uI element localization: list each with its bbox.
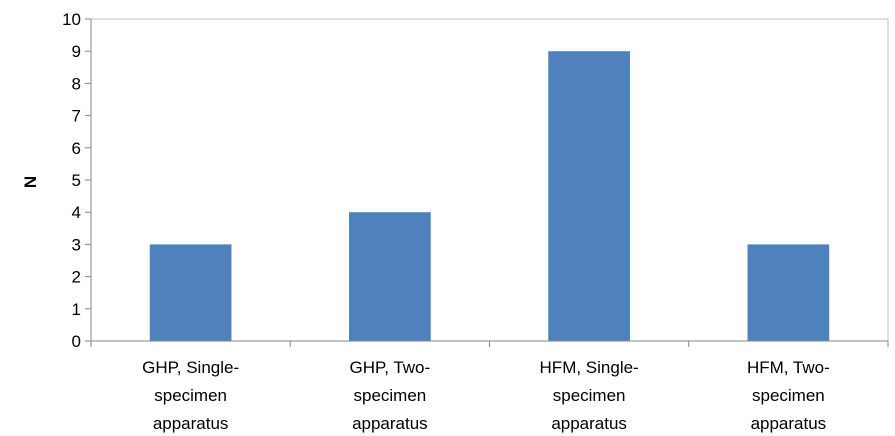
y-tick-label: 1	[72, 300, 81, 319]
x-axis-labels: GHP, Single-specimen apparatus GHP, Two-sp…	[142, 358, 830, 433]
y-tick-label: 6	[72, 139, 81, 158]
y-tick-label: 3	[72, 235, 81, 254]
bar	[149, 244, 232, 341]
y-tick-label: 7	[72, 107, 81, 126]
x-category-label: GHP, Two-specimen apparatus	[350, 358, 431, 433]
y-tick-label: 4	[72, 203, 81, 222]
y-tick-label: 5	[72, 171, 81, 190]
x-category-label: HFM, Single-specimen apparatus	[540, 358, 639, 433]
y-tick-label: 8	[72, 74, 81, 93]
y-axis-title: N	[21, 176, 40, 188]
x-axis-ticks	[90, 341, 889, 347]
y-tick-label: 0	[72, 332, 81, 351]
bar	[349, 212, 431, 341]
bars	[149, 51, 830, 341]
x-category-label: HFM, Two-specimen apparatus	[747, 358, 830, 433]
y-tick-label: 9	[72, 42, 81, 61]
bar	[548, 51, 630, 341]
bar	[747, 244, 830, 341]
y-tick-label: 2	[72, 268, 81, 287]
y-axis-ticks: 0 1 2 3 4 5 6 7 8 9 10	[62, 10, 91, 351]
y-tick-label: 10	[62, 10, 81, 29]
x-category-label: GHP, Single-specimen apparatus	[142, 358, 239, 433]
